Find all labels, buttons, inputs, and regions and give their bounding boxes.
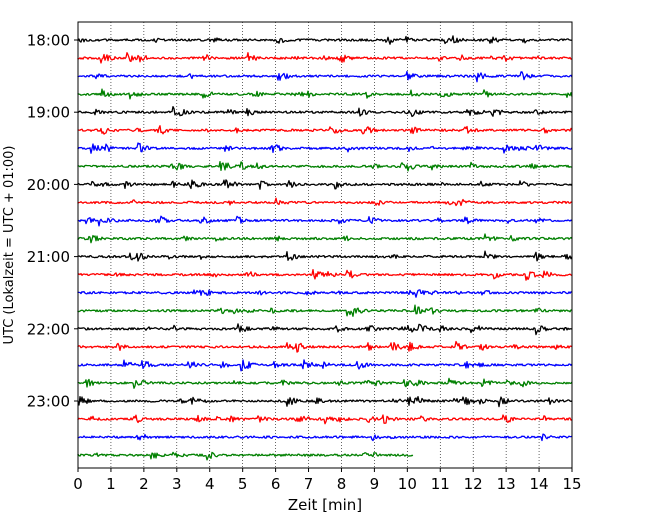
trace-2145	[77, 304, 573, 317]
grid-lines	[110, 22, 540, 468]
y-tick-label: 23:00	[27, 393, 70, 411]
trace-2215	[77, 340, 573, 353]
trace-2230	[77, 359, 573, 372]
x-tick-label: 3	[172, 475, 182, 493]
y-tick-label: 21:00	[27, 248, 70, 266]
y-tick-label: 19:00	[27, 104, 70, 122]
trace-1915	[77, 125, 573, 135]
x-tick-label: 6	[271, 475, 281, 493]
trace-2245	[77, 377, 573, 389]
y-tick-label: 20:00	[27, 176, 70, 194]
y-axis-label: UTC (Lokalzeit = UTC + 01:00)	[2, 146, 17, 345]
x-tick-label: 11	[431, 475, 450, 493]
trace-2100	[77, 250, 573, 262]
trace-1945	[77, 160, 572, 172]
trace-2315	[77, 414, 573, 425]
trace-2000	[77, 179, 573, 190]
x-tick-label: 13	[497, 475, 516, 493]
x-tick-label: 15	[562, 475, 581, 493]
x-tick-label: 9	[370, 475, 380, 493]
x-tick-label: 1	[106, 475, 116, 493]
trace-2045	[77, 233, 573, 244]
x-tick-label: 14	[530, 475, 549, 493]
y-tick-label: 22:00	[27, 320, 70, 338]
trace-1845	[77, 88, 573, 100]
trace-2030	[77, 215, 573, 227]
trace-1815	[77, 52, 573, 64]
trace-1930	[77, 142, 573, 154]
x-tick-label: 2	[139, 475, 149, 493]
x-tick-label: 10	[398, 475, 417, 493]
trace-1900	[77, 105, 573, 118]
trace-1800	[77, 35, 573, 45]
trace-2130	[77, 289, 573, 298]
x-tick-label: 5	[238, 475, 248, 493]
y-axis: 18:00 19:00 20:00 21:00 22:00 23:00	[27, 32, 78, 411]
x-tick-label: 7	[304, 475, 314, 493]
trace-2300	[77, 395, 573, 408]
plot-frame	[77, 21, 573, 469]
trace-2345	[77, 451, 414, 461]
trace-2115	[77, 268, 573, 281]
x-tick-label: 0	[73, 475, 83, 493]
seismogram-traces	[77, 35, 573, 461]
x-tick-label: 12	[464, 475, 483, 493]
y-tick-label: 18:00	[27, 32, 70, 50]
x-tick-label: 4	[205, 475, 215, 493]
x-tick-label: 8	[337, 475, 347, 493]
trace-2015	[77, 197, 573, 207]
trace-2330	[77, 433, 573, 442]
trace-2200	[77, 323, 573, 336]
x-axis: 0 1 2 3 4 5 6 7 8 9 10 11 12 13 14 15	[73, 468, 582, 493]
x-axis-label: Zeit [min]	[288, 496, 362, 514]
trace-1830	[77, 70, 573, 83]
